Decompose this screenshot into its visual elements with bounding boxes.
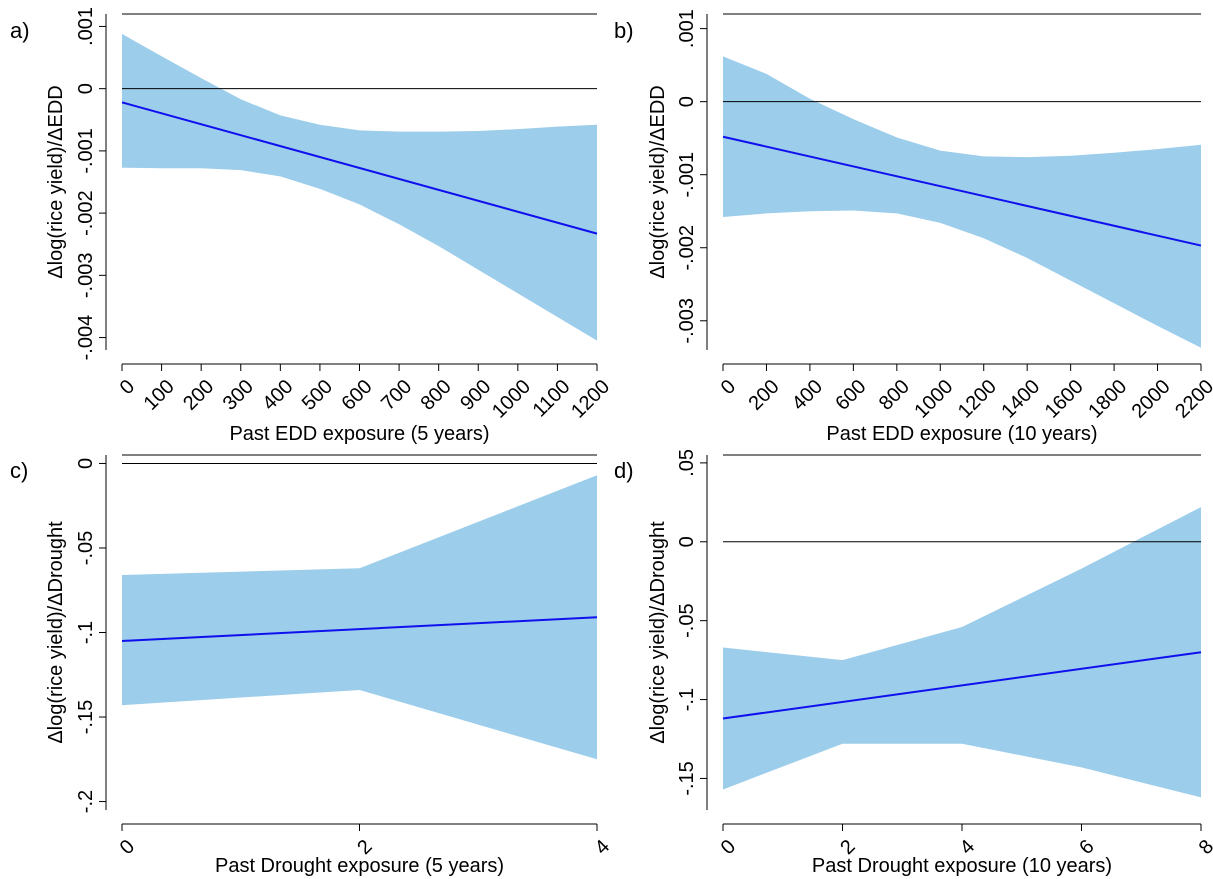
x-tick-label: 1400 bbox=[997, 376, 1044, 423]
estimate-line bbox=[722, 135, 1202, 247]
y-axis-title: Δlog(rice yield)/ΔDrought bbox=[647, 521, 669, 744]
x-tick-label: 500 bbox=[298, 376, 337, 415]
y-tick-label: -.003 bbox=[676, 298, 698, 344]
x-tick-label: 1600 bbox=[1041, 376, 1088, 423]
x-tick-label: 1200 bbox=[954, 376, 1001, 423]
x-tick-label: 1000 bbox=[910, 376, 957, 423]
y-tick-label: -.003 bbox=[75, 253, 97, 299]
x-tick-label: 1100 bbox=[529, 376, 575, 422]
x-tick-label: 600 bbox=[831, 376, 870, 415]
x-tick-label: 2000 bbox=[1128, 376, 1175, 423]
panel-label: b) bbox=[614, 18, 634, 43]
x-tick-label: 100 bbox=[140, 376, 179, 415]
x-tick-label: 200 bbox=[744, 376, 783, 415]
y-tick-label: -.004 bbox=[75, 315, 97, 361]
y-tick-label: 0 bbox=[75, 458, 97, 469]
x-axis-title: Past Drought exposure (10 years) bbox=[812, 855, 1112, 877]
y-tick-label: -.002 bbox=[75, 190, 97, 236]
x-tick-label: 1000 bbox=[488, 376, 535, 423]
x-tick-label: 1200 bbox=[567, 376, 614, 423]
estimate-line bbox=[722, 651, 1202, 720]
confidence-band bbox=[122, 475, 597, 760]
y-tick-label: -.15 bbox=[676, 761, 698, 795]
y-tick-label: .001 bbox=[676, 9, 698, 48]
panel-label: d) bbox=[614, 458, 634, 483]
y-tick-label: -.001 bbox=[676, 152, 698, 198]
x-tick-label: 0 bbox=[116, 836, 139, 859]
y-tick-label: -.002 bbox=[676, 225, 698, 271]
x-tick-label: 0 bbox=[717, 376, 740, 399]
y-tick-label: 0 bbox=[676, 96, 698, 107]
y-tick-label: -.2 bbox=[75, 790, 97, 813]
panel-label: a) bbox=[10, 18, 30, 43]
confidence-band bbox=[122, 33, 597, 341]
estimate-line bbox=[121, 616, 598, 642]
y-axis-title: Δlog(rice yield)/ΔDrought bbox=[45, 521, 67, 744]
y-tick-label: -.05 bbox=[75, 531, 97, 565]
y-tick-label: -.05 bbox=[676, 603, 698, 637]
x-tick-label: 600 bbox=[337, 376, 376, 415]
x-tick-label: 800 bbox=[417, 376, 456, 415]
x-tick-label: 4 bbox=[591, 836, 614, 859]
panel-label: c) bbox=[10, 458, 28, 483]
y-axis-title: Δlog(rice yield)/ΔEDD bbox=[647, 85, 669, 278]
y-tick-label: -.15 bbox=[75, 700, 97, 734]
x-axis-title: Past EDD exposure (10 years) bbox=[826, 423, 1097, 445]
x-tick-label: 1800 bbox=[1084, 376, 1131, 423]
x-tick-label: 800 bbox=[875, 376, 914, 415]
x-axis-title: Past Drought exposure (5 years) bbox=[215, 855, 504, 877]
y-tick-label: -.1 bbox=[676, 688, 698, 711]
y-tick-label: .001 bbox=[75, 7, 97, 46]
y-tick-label: 0 bbox=[75, 83, 97, 94]
x-tick-label: 700 bbox=[377, 376, 416, 415]
x-tick-label: 0 bbox=[116, 376, 139, 399]
y-axis-title: Δlog(rice yield)/ΔEDD bbox=[45, 85, 67, 278]
x-tick-label: 400 bbox=[788, 376, 827, 415]
x-tick-label: 8 bbox=[1195, 836, 1213, 859]
x-axis-title: Past EDD exposure (5 years) bbox=[229, 423, 489, 445]
x-tick-label: 2200 bbox=[1171, 376, 1213, 423]
y-tick-label: 0 bbox=[676, 536, 698, 547]
x-tick-label: 200 bbox=[179, 376, 218, 415]
y-tick-label: .05 bbox=[676, 449, 698, 477]
x-tick-label: 300 bbox=[219, 376, 258, 415]
x-tick-label: 0 bbox=[717, 836, 740, 859]
y-tick-label: -.1 bbox=[75, 621, 97, 644]
y-tick-label: -.001 bbox=[75, 128, 97, 174]
confidence-band bbox=[723, 56, 1201, 348]
confidence-band bbox=[723, 507, 1201, 798]
estimate-line bbox=[121, 101, 598, 235]
x-tick-label: 400 bbox=[258, 376, 297, 415]
